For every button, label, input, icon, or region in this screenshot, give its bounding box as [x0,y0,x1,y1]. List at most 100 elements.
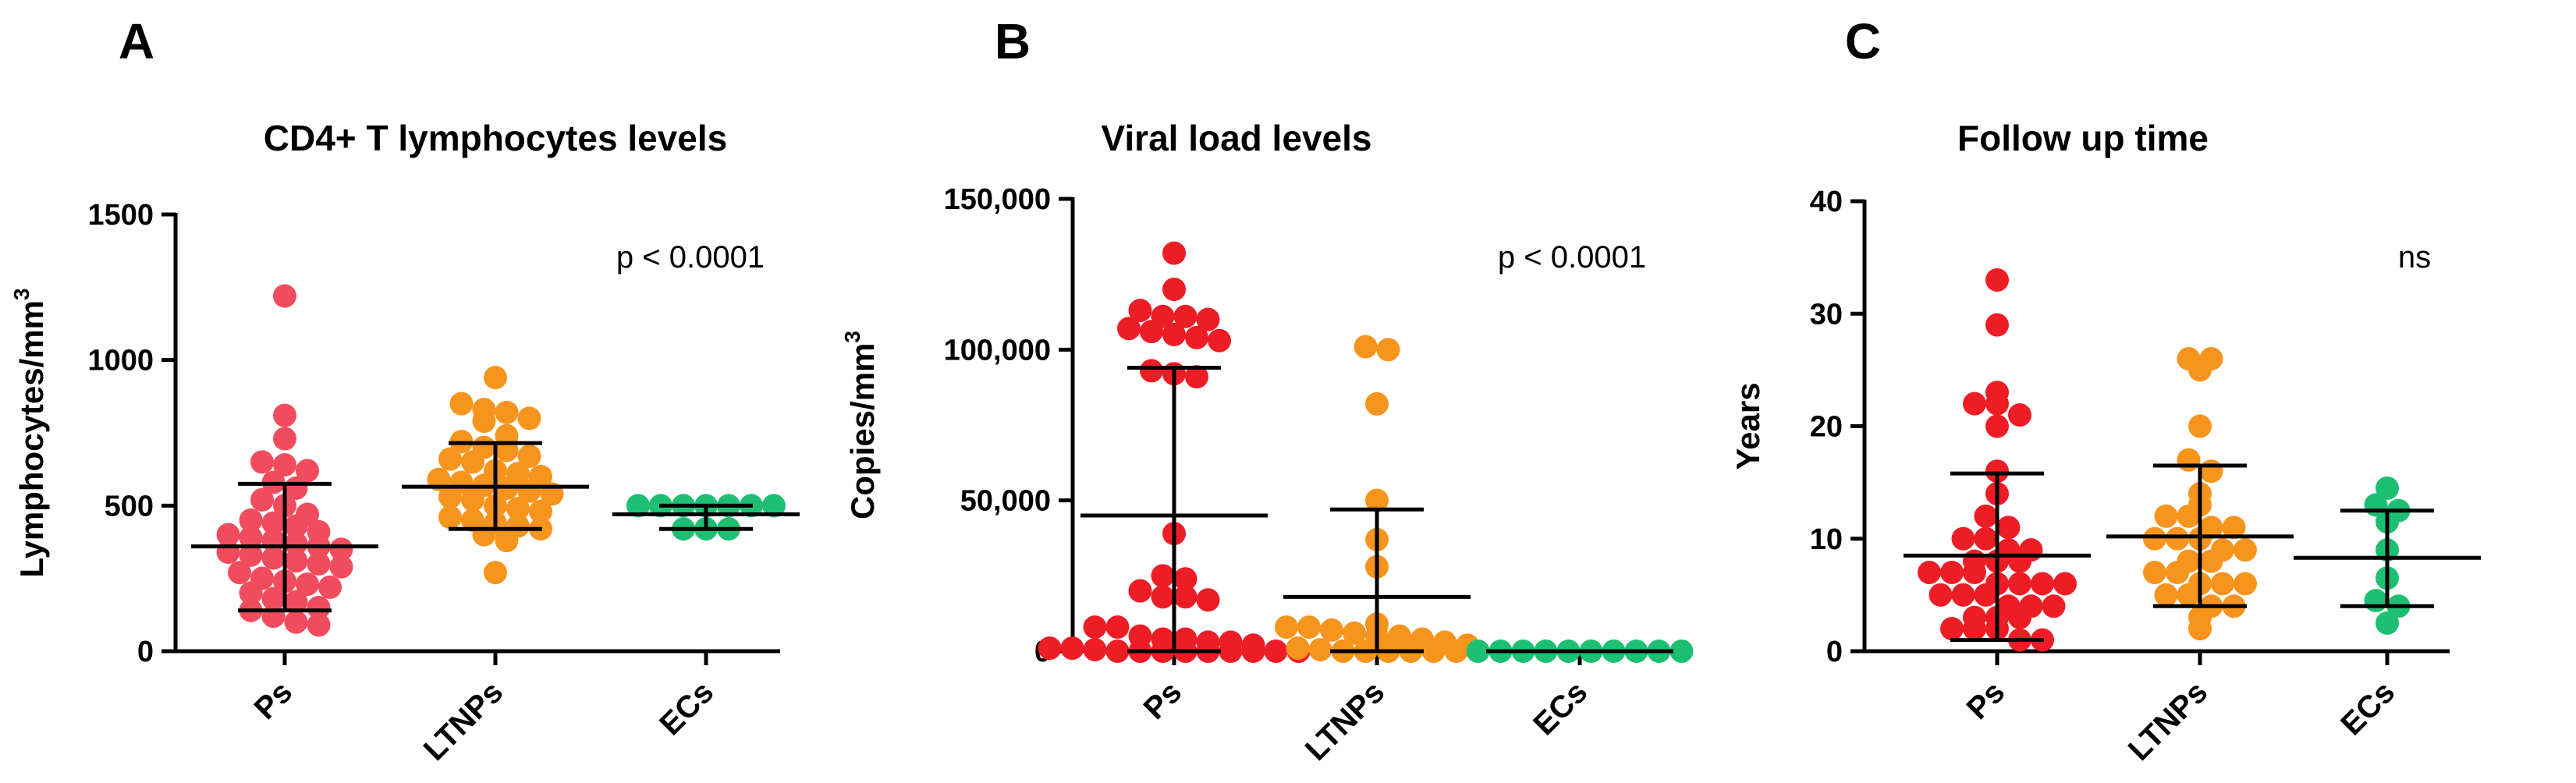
data-point [1444,640,1468,663]
data-point [1162,323,1186,346]
data-point [273,284,296,308]
y-tick-label: 1500 [87,199,154,232]
data-point [296,572,319,597]
data-point [2053,572,2077,596]
y-axis-title-main: Copies/mm [844,343,881,519]
series-ltnps [402,366,589,585]
data-point [1140,359,1163,383]
data-point [261,511,286,535]
data-point [2376,611,2399,635]
data-point [1918,561,1941,585]
data-point [239,508,263,532]
chart-title: Follow up time [1957,118,2209,158]
data-point [1421,640,1446,663]
data-point [1940,561,1964,585]
data-point [1974,526,1998,551]
data-point [284,590,308,614]
data-point [1365,488,1389,512]
y-tick-label: 30 [1810,298,1843,331]
data-point [2143,561,2166,585]
data-point [2008,572,2031,596]
data-point [472,523,496,547]
data-point [517,444,541,468]
data-point [273,453,296,477]
data-point [1173,567,1198,591]
significance-annotation: ns [2398,240,2431,275]
data-point [273,403,296,427]
data-point [1117,317,1141,341]
chart-panel-c: C Follow up time 0 10 20 30 40 Ps LTNPs ECs Years n… [1730,13,2481,767]
data-point [1951,526,1975,551]
data-point [2234,572,2257,596]
series-ltnps [2106,346,2294,641]
y-tick-label: 1000 [87,345,154,377]
data-point [2188,358,2212,382]
x-category-label: LTNPs [417,675,510,767]
y-tick-label: 40 [1810,186,1843,218]
y-axis-title: Copies/mm3 [840,331,881,519]
data-point [216,540,240,565]
y-axis-title-superscript: 3 [9,288,34,300]
data-point [2177,583,2201,607]
data-point [517,406,541,430]
data-point [2042,594,2066,618]
data-point [329,537,353,562]
data-point [1466,640,1490,663]
data-point [1241,640,1265,663]
data-point [1308,638,1332,662]
data-point [296,459,319,483]
data-point [307,596,331,619]
data-point [1151,585,1175,609]
data-point [2154,583,2178,607]
data-point [239,526,263,550]
data-point [1354,335,1378,359]
data-point [261,586,286,611]
data-point [2211,572,2234,596]
data-point [461,450,484,474]
data-point [1985,414,2009,438]
data-point [438,447,462,471]
data-point [1974,504,1998,528]
data-point [2199,549,2223,573]
data-point [1185,365,1208,389]
data-point [1151,564,1175,588]
data-point [449,392,474,416]
y-axis-title-main: Years [1730,382,1766,469]
data-point [1985,267,2009,292]
data-point [1286,636,1310,661]
panel-letter: A [119,13,154,69]
data-point [438,485,462,509]
data-point [1196,588,1220,612]
series-ps [1038,241,1311,663]
x-category-label: LTNPs [1299,675,1392,767]
data-point [1173,585,1198,609]
data-point [438,505,462,530]
data-point [261,604,286,629]
y-tick-label: 20 [1810,411,1843,444]
data-point [2008,549,2031,573]
data-point [1951,583,1975,607]
data-point [2143,526,2166,551]
x-category-label: ECs [1527,675,1594,742]
data-point [1963,617,1986,641]
data-point [2008,403,2031,427]
x-category-label: LTNPs [2122,675,2215,767]
data-point [1083,615,1107,640]
data-point [762,494,786,518]
data-point [1083,638,1107,662]
y-tick-label: 100,000 [944,334,1051,367]
data-point [1940,617,1964,641]
data-point [1196,307,1220,331]
data-point [1162,241,1186,265]
data-point [1996,516,2021,540]
data-point [1185,325,1208,349]
y-axis-title-superscript: 3 [840,331,864,343]
data-point [2177,504,2201,528]
data-point [318,575,342,599]
data-point [216,523,240,547]
panel-letter: C [1845,13,1881,69]
data-point [1105,640,1130,663]
data-point [1928,583,1953,607]
